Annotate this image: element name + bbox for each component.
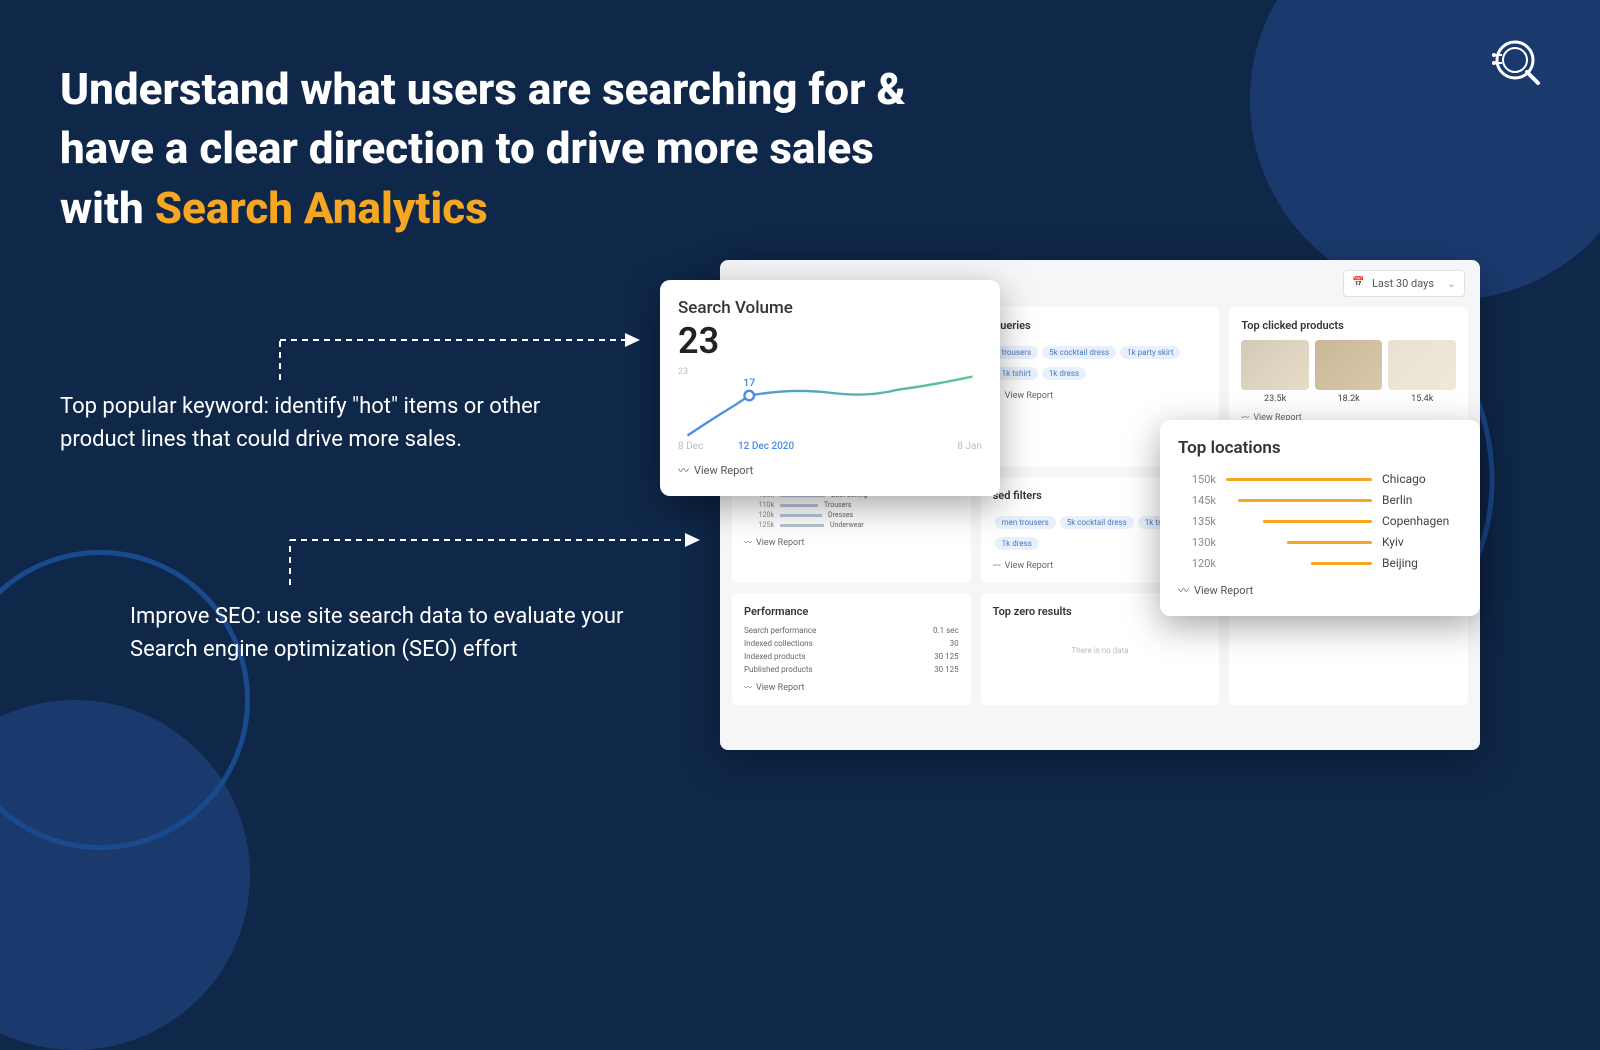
- location-row: 130kKyiv: [1178, 535, 1462, 549]
- sv-view-report[interactable]: View Report: [678, 462, 982, 478]
- performance-view-report[interactable]: View Report: [744, 682, 959, 693]
- product-thumb[interactable]: 18.2k: [1315, 340, 1383, 404]
- query-tag[interactable]: 5k cocktail dress: [1042, 346, 1116, 359]
- query-tag[interactable]: 1k tshirt: [995, 367, 1038, 380]
- sv-title: Search Volume: [678, 298, 982, 318]
- arrow-2: [285, 530, 705, 590]
- headline: Understand what users are searching for …: [60, 60, 906, 238]
- headline-line2: have a clear direction to drive more sal…: [60, 122, 874, 174]
- sv-date-mid: 12 Dec 2020: [738, 441, 794, 452]
- sv-date-start: 8 Dec: [678, 441, 703, 452]
- performance-row: Indexed collections30: [744, 639, 959, 648]
- filter-tag[interactable]: 1k dress: [995, 537, 1039, 550]
- sv-date-end: 8 Jan: [957, 441, 982, 452]
- zero-results-empty: There is no data: [993, 626, 1208, 675]
- location-row: 150kChicago: [1178, 472, 1462, 486]
- date-picker[interactable]: Last 30 days: [1343, 270, 1465, 297]
- query-tag[interactable]: 1k party skirt: [1120, 346, 1180, 359]
- performance-row: Search performance0.1 sec: [744, 626, 959, 635]
- locations-view-report[interactable]: View Report: [1178, 582, 1462, 598]
- location-rows: 150kChicago 145kBerlin 135kCopenhagen 130kK…: [1178, 472, 1462, 570]
- query-tag[interactable]: 1k dress: [1042, 367, 1086, 380]
- queries-tags: trousers 5k cocktail dress 1k party skirt 1…: [993, 340, 1208, 382]
- locations-title: Top locations: [1178, 438, 1462, 458]
- logo-icon: [1480, 30, 1550, 100]
- sv-point-label: 17: [743, 376, 755, 389]
- location-row: 145kBerlin: [1178, 493, 1462, 507]
- product-thumb[interactable]: 23.5k: [1241, 340, 1309, 404]
- queries-view-report[interactable]: View Report: [993, 390, 1208, 401]
- arrow-1: [275, 330, 645, 385]
- headline-prefix: with: [60, 182, 155, 234]
- location-row: 135kCopenhagen: [1178, 514, 1462, 528]
- queries-title: Queries: [993, 319, 1208, 332]
- category-bar-row: 125kUnderwear: [744, 521, 959, 529]
- card-performance: Performance Search performance0.1 sec Ind…: [732, 593, 971, 705]
- product-thumb[interactable]: 15.4k: [1388, 340, 1456, 404]
- category-bar-row: 110kTrousers: [744, 501, 959, 509]
- annotation-seo: Improve SEO: use site search data to eva…: [130, 600, 680, 666]
- query-tag[interactable]: trousers: [995, 346, 1038, 359]
- category-bars: 130kBest Selling110kTrousers120kDresses1…: [744, 491, 959, 529]
- category-bar-row: 120kDresses: [744, 511, 959, 519]
- search-volume-card: Search Volume 23 23 17 8 Dec 12 Dec 2020…: [660, 280, 1000, 496]
- sv-value: 23: [678, 320, 982, 362]
- top-products-title: Top clicked products: [1241, 319, 1456, 332]
- annotation-keyword: Top popular keyword: identify "hot" item…: [60, 390, 610, 456]
- headline-line1: Understand what users are searching for …: [60, 63, 906, 115]
- filter-tag[interactable]: men trousers: [995, 516, 1056, 529]
- sv-ymax: 23: [678, 367, 688, 377]
- locations-card: Top locations 150kChicago 145kBerlin 135kC…: [1160, 420, 1480, 616]
- sv-chart: 23 17 8 Dec 12 Dec 2020 8 Jan: [678, 367, 982, 452]
- headline-highlight: Search Analytics: [155, 182, 488, 234]
- performance-title: Performance: [744, 605, 959, 618]
- filter-tag[interactable]: 5k cocktail dress: [1060, 516, 1134, 529]
- categories-view-report[interactable]: View Report: [744, 537, 959, 548]
- performance-rows: Search performance0.1 sec Indexed collect…: [744, 626, 959, 674]
- performance-row: Published products30 125: [744, 665, 959, 674]
- product-thumbs: 23.5k18.2k15.4k: [1241, 340, 1456, 404]
- performance-row: Indexed products30 125: [744, 652, 959, 661]
- location-row: 120kBeijing: [1178, 556, 1462, 570]
